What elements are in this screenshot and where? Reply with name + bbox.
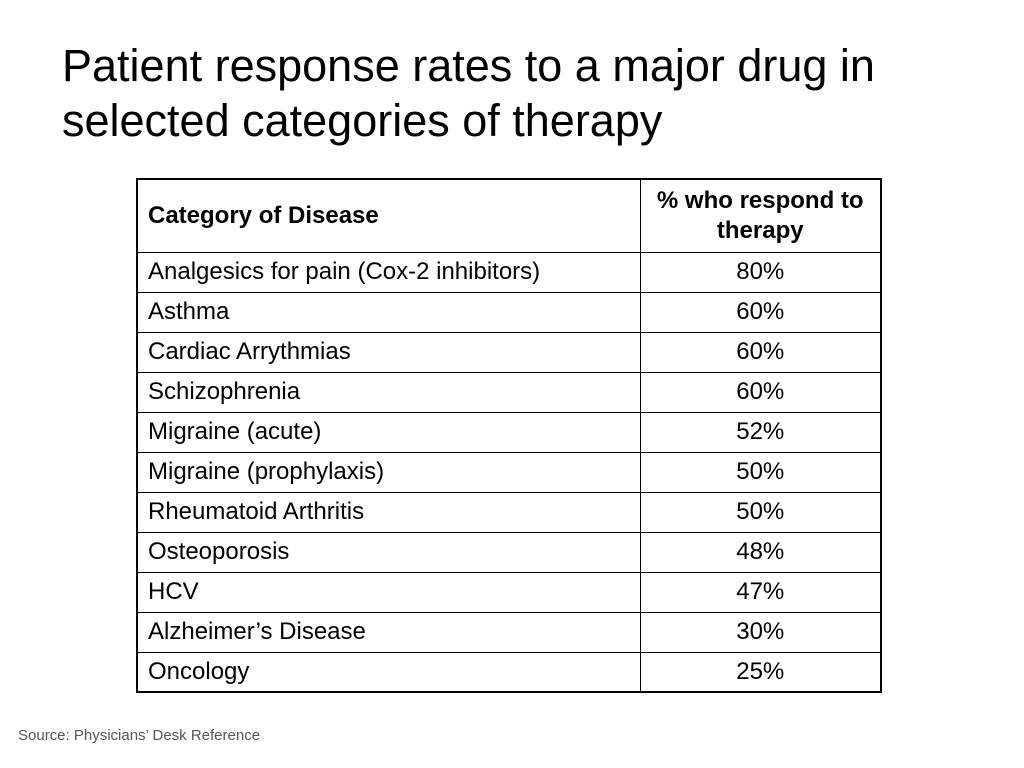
table-row: Osteoporosis 48% [136, 531, 882, 573]
table-header-row: Category of Disease % who respond to the… [136, 178, 882, 253]
category-cell: Migraine (acute) [136, 411, 641, 453]
response-rate-cell: 50% [639, 491, 882, 533]
slide-title: Patient response rates to a major drug i… [62, 40, 875, 146]
response-rate-cell: 60% [639, 371, 882, 413]
table-row: Asthma 60% [136, 291, 882, 333]
table-row: Rheumatoid Arthritis 50% [136, 491, 882, 533]
table-row: Alzheimer’s Disease 30% [136, 611, 882, 653]
response-rate-cell: 25% [639, 651, 882, 693]
response-rate-table: Category of Disease % who respond to the… [136, 178, 882, 693]
table-row: HCV 47% [136, 571, 882, 613]
response-rate-cell: 52% [639, 411, 882, 453]
category-cell: Rheumatoid Arthritis [136, 491, 641, 533]
response-rate-cell: 48% [639, 531, 882, 573]
category-cell: Analgesics for pain (Cox-2 inhibitors) [136, 251, 641, 293]
response-rate-cell: 50% [639, 451, 882, 493]
table-row: Schizophrenia 60% [136, 371, 882, 413]
table-row: Migraine (acute) 52% [136, 411, 882, 453]
header-response-rate: % who respond to therapy [639, 178, 882, 253]
response-rate-cell: 30% [639, 611, 882, 653]
table-row: Migraine (prophylaxis) 50% [136, 451, 882, 493]
category-cell: Asthma [136, 291, 641, 333]
table-row: Oncology 25% [136, 651, 882, 693]
table-row: Analgesics for pain (Cox-2 inhibitors) 8… [136, 251, 882, 293]
category-cell: Cardiac Arrythmias [136, 331, 641, 373]
category-cell: Osteoporosis [136, 531, 641, 573]
source-note: Source: Physicians’ Desk Reference [18, 727, 261, 744]
response-rate-cell: 47% [639, 571, 882, 613]
response-rate-cell: 80% [639, 251, 882, 293]
response-rate-cell: 60% [639, 331, 882, 373]
category-cell: Schizophrenia [136, 371, 641, 413]
header-category: Category of Disease [136, 178, 641, 253]
category-cell: Migraine (prophylaxis) [136, 451, 641, 493]
category-cell: Alzheimer’s Disease [136, 611, 641, 653]
category-cell: HCV [136, 571, 641, 613]
category-cell: Oncology [136, 651, 641, 693]
response-rate-cell: 60% [639, 291, 882, 333]
table-row: Cardiac Arrythmias 60% [136, 331, 882, 373]
